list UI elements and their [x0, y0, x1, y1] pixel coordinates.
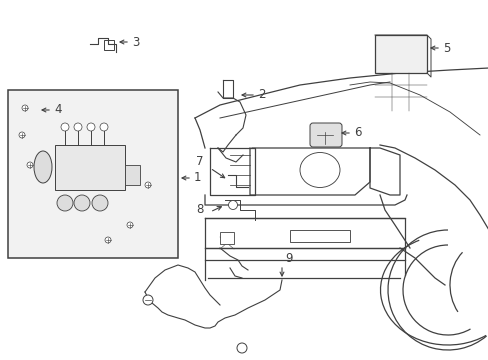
Bar — [8, 90, 178, 258]
Text: 3: 3 — [132, 36, 139, 49]
Ellipse shape — [34, 151, 52, 183]
Circle shape — [127, 222, 133, 228]
Circle shape — [19, 132, 25, 138]
Circle shape — [142, 295, 153, 305]
Bar — [289, 230, 349, 242]
Circle shape — [27, 162, 33, 168]
Circle shape — [57, 195, 73, 211]
Bar — [220, 232, 234, 244]
Text: 7: 7 — [196, 156, 203, 168]
Bar — [104, 40, 114, 50]
Circle shape — [100, 123, 108, 131]
FancyBboxPatch shape — [309, 123, 341, 147]
Circle shape — [145, 182, 151, 188]
Text: 1: 1 — [194, 171, 201, 184]
Circle shape — [87, 123, 95, 131]
Text: 9: 9 — [285, 252, 292, 265]
Circle shape — [22, 105, 28, 111]
Bar — [55, 145, 125, 190]
Circle shape — [228, 201, 237, 210]
Bar — [374, 35, 426, 73]
Text: 2: 2 — [258, 89, 265, 102]
Circle shape — [105, 237, 111, 243]
Circle shape — [74, 195, 90, 211]
Text: 4: 4 — [54, 104, 61, 117]
Text: 5: 5 — [442, 41, 449, 54]
Circle shape — [92, 195, 108, 211]
Circle shape — [61, 123, 69, 131]
Text: 8: 8 — [196, 203, 203, 216]
Circle shape — [74, 123, 82, 131]
Text: 6: 6 — [353, 126, 361, 139]
Circle shape — [237, 343, 246, 353]
Bar — [125, 165, 140, 185]
